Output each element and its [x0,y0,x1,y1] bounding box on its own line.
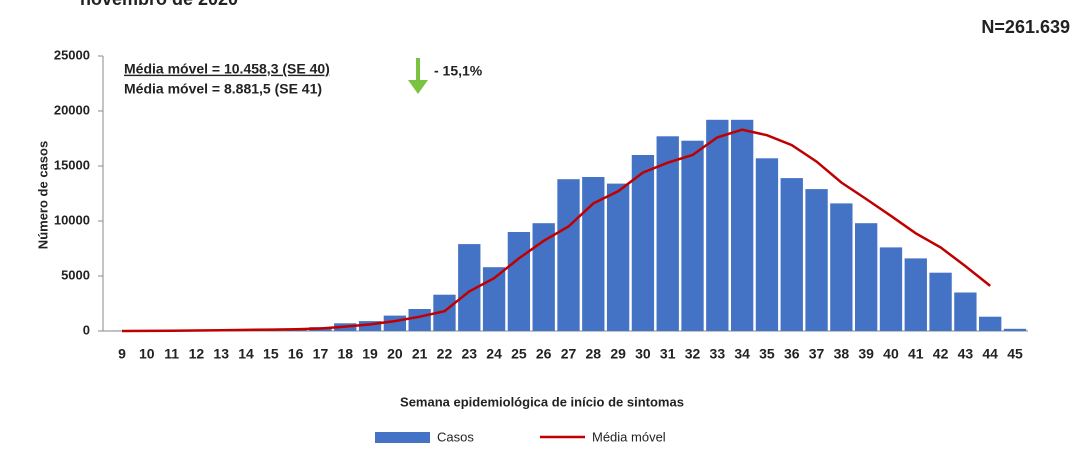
y-tick-label: 25000 [54,47,90,62]
bar [954,292,977,331]
x-tick-label: 42 [933,346,949,362]
x-tick-label: 23 [461,346,477,362]
x-tick-label: 30 [635,346,651,362]
x-tick-label: 38 [834,346,850,362]
x-tick-label: 11 [164,346,179,362]
y-tick-label: 10000 [54,212,90,227]
x-tick-label: 45 [1007,346,1023,362]
bar [433,294,456,331]
x-tick-label: 9 [118,346,126,362]
legend-label: Casos [437,429,474,444]
bar [458,244,481,331]
x-tick-label: 36 [784,346,800,362]
bar [631,155,655,331]
y-tick-label: 15000 [54,157,90,172]
bar [606,183,630,331]
arrow [408,58,428,94]
bar [904,258,927,331]
x-tick-label: 12 [189,346,205,362]
x-tick-label: 28 [586,346,602,362]
x-tick-label: 16 [288,346,304,362]
x-tick-label: 21 [412,346,428,362]
x-tick-label: 39 [858,346,874,362]
bar [1003,328,1027,331]
legend-swatch [375,432,430,443]
x-tick-label: 13 [213,346,229,362]
bar [408,309,431,331]
x-tick-label: 32 [685,346,701,362]
x-tick-label: 43 [958,346,974,362]
x-tick-label: 40 [883,346,899,362]
bar [855,223,878,331]
bar [755,158,779,331]
annotation: Média móvel = 8.881,5 (SE 41) [124,81,322,97]
x-tick-label: 26 [536,346,552,362]
x-tick-label: 17 [313,346,329,362]
annotation: - 15,1% [434,63,483,79]
x-tick-label: 25 [511,346,527,362]
annotation: Média móvel = 10.458,3 (SE 40) [124,61,330,77]
x-tick-label: 19 [362,346,378,362]
x-tick-label: 29 [610,346,626,362]
chart-title: novembro de 2020 [80,0,238,9]
y-axis-title: Número de casos [35,141,50,249]
x-tick-label: 27 [561,346,577,362]
x-tick-label: 22 [437,346,453,362]
x-tick-label: 15 [263,346,279,362]
line [121,128,991,333]
x-tick-label: 18 [337,346,353,362]
x-tick-label: 14 [238,346,254,362]
x-tick-label: 37 [809,346,825,362]
bar [532,223,555,331]
bar [358,321,382,331]
bar [557,179,580,331]
bar [805,189,828,331]
y-tick-label: 20000 [54,102,90,117]
y-tick-label: 5000 [61,267,90,282]
bar [879,247,903,331]
bar [979,316,1002,331]
x-tick-label: 20 [387,346,403,362]
bar [507,232,531,331]
x-tick-label: 34 [734,346,750,362]
x-tick-label: 33 [710,346,726,362]
legend-label: Média móvel [592,429,666,444]
bar [780,178,803,331]
x-tick-label: 10 [139,346,155,362]
bar [730,119,754,331]
bar [681,140,704,331]
bar [656,136,679,331]
bar [929,272,952,331]
x-tick-label: 24 [486,346,502,362]
subtitle: N=261.639 [981,17,1070,37]
x-tick-label: 31 [660,346,676,362]
bar [482,267,506,331]
x-axis-title: Semana epidemiológica de início de sinto… [400,394,684,409]
y-tick-label: 0 [83,322,90,337]
bar [706,119,729,331]
bar [830,203,853,331]
x-tick-label: 41 [908,346,924,362]
x-tick-label: 44 [982,346,998,362]
x-tick-label: 35 [759,346,775,362]
bar [582,177,605,331]
